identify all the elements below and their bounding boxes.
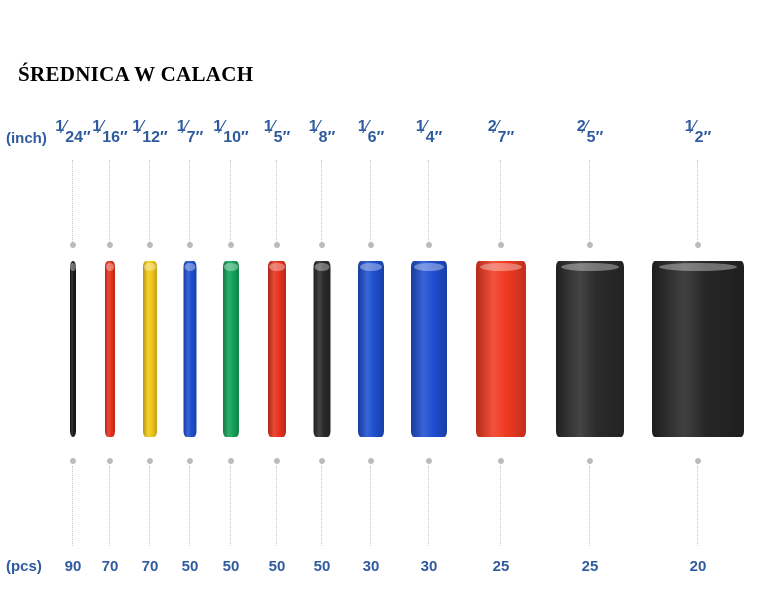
quantity-label: 50 <box>222 558 240 575</box>
guide-dot <box>426 242 432 248</box>
guide-line <box>370 466 371 546</box>
diameter-label: 1⁄4″ <box>415 117 443 146</box>
guide-dot <box>319 242 325 248</box>
guide-dot <box>695 458 701 464</box>
quantity-label: 90 <box>64 558 82 575</box>
shrink-tube <box>652 261 744 437</box>
guide-line <box>189 466 190 546</box>
inch-unit-label: (inch) <box>6 130 47 147</box>
guide-line <box>321 466 322 546</box>
guide-line <box>321 160 322 242</box>
guide-dot <box>426 458 432 464</box>
guide-dot <box>274 242 280 248</box>
guide-line <box>109 160 110 242</box>
guide-dot <box>228 458 234 464</box>
quantity-label: 25 <box>492 558 510 575</box>
guide-dot <box>107 458 113 464</box>
diameter-label: 1⁄7″ <box>176 117 204 146</box>
guide-dot <box>587 242 593 248</box>
guide-dot <box>187 458 193 464</box>
guide-line <box>149 160 150 242</box>
quantity-label: 30 <box>362 558 380 575</box>
shrink-tube <box>476 261 526 437</box>
guide-line <box>230 466 231 546</box>
quantity-label: 20 <box>689 558 707 575</box>
guide-line <box>276 160 277 242</box>
guide-dot <box>70 242 76 248</box>
guide-line <box>589 160 590 242</box>
diameter-label: 1⁄2″ <box>684 117 712 146</box>
shrink-tube <box>268 261 286 437</box>
shrink-tube <box>411 261 447 437</box>
diameter-label: 1⁄10″ <box>213 117 249 146</box>
guide-dot <box>498 458 504 464</box>
diameter-label: 2⁄5″ <box>576 117 604 146</box>
diameter-label: 2⁄7″ <box>487 117 515 146</box>
guide-dot <box>368 242 374 248</box>
quantity-label: 70 <box>101 558 119 575</box>
guide-line <box>276 466 277 546</box>
guide-line <box>72 466 73 546</box>
shrink-tube <box>70 261 76 437</box>
guide-line <box>697 160 698 242</box>
quantity-label: 50 <box>181 558 199 575</box>
guide-line <box>149 466 150 546</box>
guide-line <box>189 160 190 242</box>
guide-dot <box>695 242 701 248</box>
shrink-tube <box>183 261 197 437</box>
quantity-label: 25 <box>581 558 599 575</box>
shrink-tube <box>223 261 239 437</box>
guide-line <box>500 466 501 546</box>
guide-dot <box>498 242 504 248</box>
diameter-label: 1⁄16″ <box>92 117 128 146</box>
diameter-label: 1⁄8″ <box>308 117 336 146</box>
quantity-label: 50 <box>313 558 331 575</box>
quantity-label: 30 <box>420 558 438 575</box>
shrink-tube <box>313 261 331 437</box>
guide-line <box>72 160 73 242</box>
diameter-label: 1⁄6″ <box>357 117 385 146</box>
guide-dot <box>70 458 76 464</box>
pcs-unit-label: (pcs) <box>6 558 42 575</box>
guide-dot <box>319 458 325 464</box>
guide-dot <box>587 458 593 464</box>
diameter-label: 1⁄5″ <box>263 117 291 146</box>
guide-dot <box>147 242 153 248</box>
diameter-label: 1⁄12″ <box>132 117 168 146</box>
guide-line <box>500 160 501 242</box>
guide-dot <box>187 242 193 248</box>
guide-dot <box>147 458 153 464</box>
guide-dot <box>107 242 113 248</box>
guide-dot <box>228 242 234 248</box>
guide-line <box>428 466 429 546</box>
shrink-tube <box>556 261 624 437</box>
guide-line <box>589 466 590 546</box>
guide-line <box>697 466 698 546</box>
shrink-tube <box>105 261 115 437</box>
guide-line <box>428 160 429 242</box>
guide-line <box>109 466 110 546</box>
shrink-tube <box>143 261 157 437</box>
quantity-label: 50 <box>268 558 286 575</box>
shrink-tube <box>358 261 384 437</box>
quantity-label: 70 <box>141 558 159 575</box>
guide-dot <box>368 458 374 464</box>
guide-line <box>370 160 371 242</box>
guide-line <box>230 160 231 242</box>
guide-dot <box>274 458 280 464</box>
diameter-label: 1⁄24″ <box>55 117 91 146</box>
title: ŚREDNICA W CALACH <box>18 62 254 86</box>
